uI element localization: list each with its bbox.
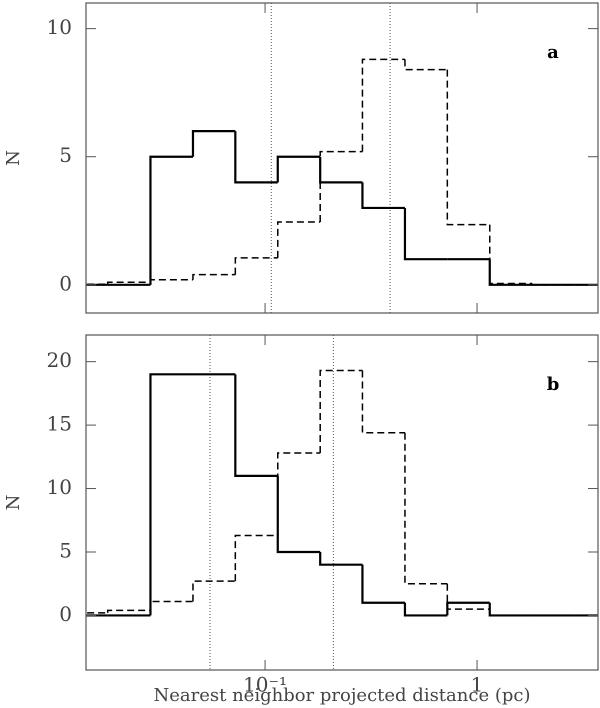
histogram-step xyxy=(106,281,151,285)
histogram-step xyxy=(403,207,448,261)
histogram-step xyxy=(488,602,533,617)
histogram-step xyxy=(404,432,448,585)
histogram-step xyxy=(234,257,278,275)
y-tick-label: 5 xyxy=(59,538,72,562)
histogram-step xyxy=(361,370,405,434)
histogram-step xyxy=(531,283,575,286)
histogram-step xyxy=(276,155,321,183)
histogram-step xyxy=(106,609,151,613)
histogram-step xyxy=(319,150,363,223)
histogram-step xyxy=(192,580,236,602)
y-tick-label: 5 xyxy=(59,143,72,167)
histogram-step xyxy=(319,369,363,454)
plot-area xyxy=(86,335,598,670)
histogram-step xyxy=(276,475,321,554)
histogram-step xyxy=(361,58,405,152)
y-tick-label: 20 xyxy=(47,348,72,372)
plot-frame xyxy=(85,334,599,671)
histogram-step xyxy=(149,373,193,616)
histogram-step xyxy=(319,156,363,184)
histogram-step xyxy=(234,374,278,477)
histogram-step xyxy=(446,601,490,616)
y-axis-label: N xyxy=(3,150,24,166)
histogram-step xyxy=(277,221,321,258)
histogram-step xyxy=(191,129,236,157)
panel-label: a xyxy=(547,42,559,63)
histogram-step xyxy=(489,609,533,617)
histogram-step xyxy=(234,131,278,184)
y-tick-label: 0 xyxy=(59,602,72,626)
histogram-step xyxy=(192,273,236,280)
histogram-step xyxy=(149,600,193,611)
x-tick-label: 10⁻¹ xyxy=(243,673,287,697)
histogram-step xyxy=(446,69,490,226)
histogram-step xyxy=(404,59,448,71)
histogram-step xyxy=(361,564,405,604)
histogram-step xyxy=(488,259,533,286)
y-tick-label: 15 xyxy=(47,412,72,436)
histogram-step xyxy=(149,155,193,285)
histogram-step xyxy=(446,583,490,610)
x-axis-label: Nearest neighbor projected distance (pc) xyxy=(154,685,531,706)
histogram-step xyxy=(403,602,448,617)
y-tick-label: 10 xyxy=(47,15,72,39)
histogram-step xyxy=(149,278,193,283)
panel-label: b xyxy=(547,374,560,395)
plot-area xyxy=(86,3,598,313)
y-tick-label: 10 xyxy=(47,475,72,499)
x-tick-label: 1 xyxy=(471,673,484,697)
histogram-step xyxy=(234,534,278,582)
y-tick-label: 0 xyxy=(59,271,72,295)
histogram-step xyxy=(319,551,363,566)
y-axis-label: N xyxy=(3,495,24,511)
histogram-step xyxy=(489,224,533,285)
histogram-step xyxy=(361,182,405,210)
plot-frame xyxy=(85,2,599,314)
histogram-step xyxy=(277,452,321,536)
